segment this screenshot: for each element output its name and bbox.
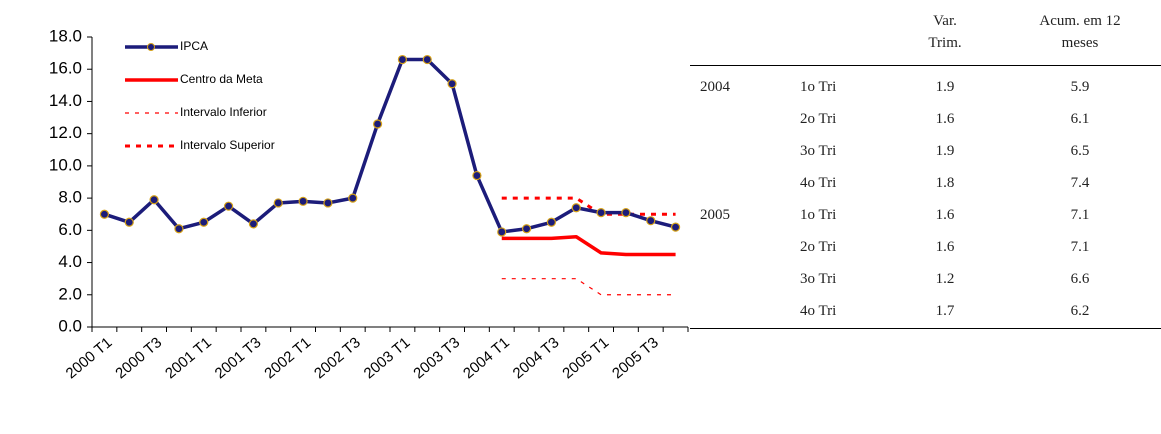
y-tick-label: 2.0 xyxy=(58,284,82,303)
series-marker xyxy=(397,54,408,65)
table-cell: 6.1 xyxy=(1070,111,1090,127)
series-marker xyxy=(348,193,358,203)
series-marker xyxy=(199,217,209,227)
y-tick-label: 10.0 xyxy=(49,155,82,174)
series-marker xyxy=(323,198,333,208)
table-cell: 3o Tri xyxy=(800,271,837,287)
series-line xyxy=(501,196,676,216)
table-cell: 2005 xyxy=(700,207,730,223)
table-cell: 1o Tri xyxy=(800,79,837,95)
y-tick-label: 6.0 xyxy=(58,220,82,239)
x-tick-label: 2002 T3 xyxy=(311,334,364,382)
x-tick-label: 2004 T3 xyxy=(510,334,563,382)
series-marker xyxy=(149,195,159,205)
series-line xyxy=(501,235,676,257)
col-header: Var. Trim. xyxy=(928,13,962,51)
series-marker xyxy=(248,219,259,229)
table-cell: 7.4 xyxy=(1070,175,1090,191)
x-tick-label: 2001 T1 xyxy=(162,334,215,382)
series-marker xyxy=(174,224,184,234)
table-cell: 2o Tri xyxy=(800,111,837,127)
legend-label: Intervalo Superior xyxy=(180,138,275,152)
y-tick-label: 12.0 xyxy=(49,123,82,142)
series-marker xyxy=(670,222,681,232)
table-cell: 6.2 xyxy=(1070,303,1090,319)
table-cell: 1.9 xyxy=(935,143,955,159)
x-tick-label: 2000 T1 xyxy=(63,334,116,382)
x-tick-label: 2001 T3 xyxy=(212,334,265,382)
col-header: Acum. em 12 meses xyxy=(1039,13,1121,51)
legend-marker xyxy=(147,43,155,51)
legend-label: Intervalo Inferior xyxy=(180,105,267,119)
series-marker xyxy=(521,224,532,234)
series-marker xyxy=(447,79,457,89)
table-cell: 1.2 xyxy=(935,271,955,287)
table: Var. Trim. Acum. em 12 meses 2004 1o Tri 1… xyxy=(690,0,1161,434)
series-marker xyxy=(596,208,606,218)
bottom-rule xyxy=(690,328,1161,329)
series-marker xyxy=(646,216,656,226)
series-marker xyxy=(298,196,308,206)
header-rule xyxy=(690,65,1161,66)
series-marker xyxy=(621,208,631,218)
table-cell: 7.1 xyxy=(1070,207,1090,223)
series-marker xyxy=(223,201,234,211)
x-tick-label: 2004 T1 xyxy=(460,334,513,382)
series-marker xyxy=(497,227,507,237)
x-tick-label: 2002 T1 xyxy=(261,334,314,382)
x-tick-label: 2005 T1 xyxy=(559,334,612,382)
table-cell: 1.6 xyxy=(935,207,955,223)
table-cell: 1.8 xyxy=(935,175,955,191)
table-cell: 3o Tri xyxy=(800,143,837,159)
table-cell: 5.9 xyxy=(1070,79,1090,95)
series-marker xyxy=(124,217,134,227)
table-cell: 1.6 xyxy=(935,111,955,127)
table-cell: 4o Tri xyxy=(800,175,837,191)
table-cell: 6.5 xyxy=(1070,143,1090,159)
table-cell: 1o Tri xyxy=(800,207,837,223)
series-marker xyxy=(546,217,557,227)
series-marker xyxy=(422,54,432,65)
series-marker xyxy=(273,198,283,208)
legend-label: Centro da Meta xyxy=(180,72,263,86)
table-cell: 2004 xyxy=(700,79,730,95)
x-tick-label: 2003 T1 xyxy=(361,334,414,382)
series-marker xyxy=(571,203,581,213)
table-cell: 1.9 xyxy=(935,79,955,95)
x-tick-label: 2003 T3 xyxy=(410,334,463,382)
table-cell: 4o Tri xyxy=(800,303,837,319)
table-cell: 6.6 xyxy=(1070,271,1090,287)
x-tick-label: 2000 T3 xyxy=(112,334,165,382)
series-marker xyxy=(99,209,110,219)
table-cell: 2o Tri xyxy=(800,239,837,255)
x-tick-label: 2005 T3 xyxy=(609,334,662,382)
y-tick-label: 14.0 xyxy=(49,91,82,110)
y-tick-label: 16.0 xyxy=(49,59,82,78)
legend-label: IPCA xyxy=(180,39,208,53)
y-tick-label: 0.0 xyxy=(58,316,82,335)
series-marker xyxy=(472,170,482,181)
chart: 0.0 2.0 4.0 6.0 8.0 10.0 12.0 14.0 16.0 18.0 2000 … xyxy=(49,26,689,382)
table-cell: 7.1 xyxy=(1070,239,1090,255)
table-cell: 1.7 xyxy=(935,303,955,319)
series-line xyxy=(501,278,676,296)
y-tick-label: 8.0 xyxy=(58,188,82,207)
table-cell: 1.6 xyxy=(935,239,955,255)
y-tick-label: 18.0 xyxy=(49,26,82,45)
y-tick-label: 4.0 xyxy=(58,252,82,271)
series-marker xyxy=(372,119,383,129)
